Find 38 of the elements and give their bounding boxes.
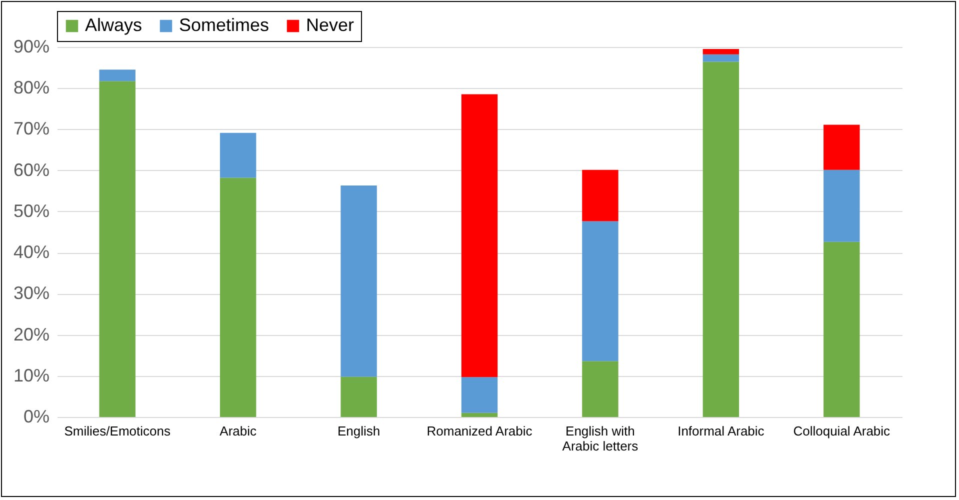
x-tick-label: Informal Arabic [678, 424, 765, 438]
bar [824, 124, 860, 170]
bar [99, 81, 136, 417]
bar [824, 170, 860, 242]
bar [461, 94, 498, 378]
y-tick-label: 80% [13, 78, 50, 98]
bar [702, 49, 740, 54]
bar [220, 132, 256, 178]
x-tick-label: Arabic [220, 424, 257, 438]
bar [461, 377, 498, 413]
y-tick-label: 0% [23, 406, 50, 426]
y-tick-label: 20% [13, 324, 50, 344]
x-tick-label: English [337, 424, 380, 438]
legend-label: Sometimes [179, 15, 270, 35]
bar [99, 70, 136, 82]
x-tick-label: English with Arabic letters [562, 424, 639, 454]
bar [340, 376, 377, 417]
bar [582, 361, 618, 417]
bar [582, 221, 618, 362]
bar [461, 412, 498, 417]
bar [340, 186, 377, 377]
bar [824, 242, 860, 417]
x-tick-label: Colloquial Arabic [793, 424, 891, 438]
x-tick-label: Smilies/Emoticons [64, 424, 171, 438]
y-tick-label: 30% [13, 283, 50, 304]
y-tick-label: 90% [13, 36, 50, 56]
legend-label: Always [85, 15, 142, 35]
bar [582, 170, 618, 222]
y-tick-label: 40% [13, 242, 50, 262]
y-tick-label: 70% [13, 118, 50, 139]
legend-label: Never [306, 15, 354, 35]
y-tick-label: 10% [13, 365, 50, 386]
bar [220, 178, 256, 417]
y-tick-label: 50% [13, 200, 50, 221]
bar [702, 54, 740, 62]
x-tick-label: Romanized Arabic [426, 424, 533, 438]
y-tick-label: 60% [13, 160, 50, 180]
bar [702, 62, 740, 417]
